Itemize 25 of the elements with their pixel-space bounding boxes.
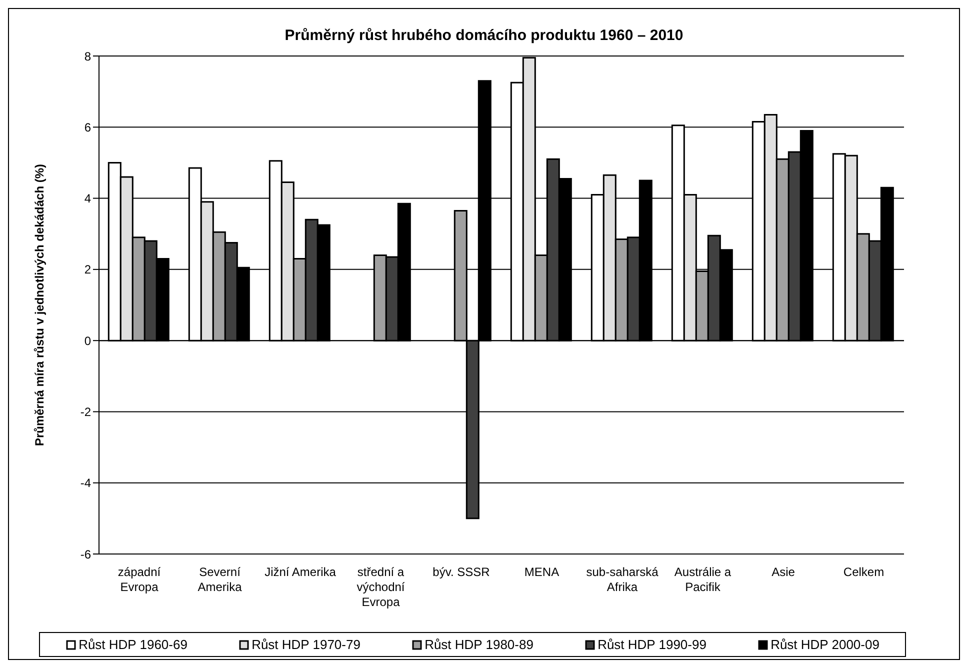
y-tick-label: 6: [84, 120, 92, 134]
y-axis-title: Průměrná míra růstu v jednotlivých dekádách (%): [32, 164, 46, 446]
legend-label: Růst HDP 1970-79: [252, 637, 360, 652]
x-tick-label: Austrálie a Pacifik: [674, 565, 732, 594]
x-tick-label: Asie: [772, 565, 796, 579]
y-tick-label: 8: [84, 49, 92, 64]
x-tick-label: Severní Amerika: [198, 565, 242, 594]
legend-label: Růst HDP 2000-09: [770, 637, 880, 652]
y-tick-label: -2: [80, 404, 92, 419]
x-tick-label: západní Evropa: [118, 565, 162, 594]
x-tick-label: střední a východní Evropa: [356, 565, 406, 609]
y-tick-label: -4: [80, 476, 92, 490]
x-tick-label: MENA: [524, 565, 560, 579]
chart-title: Průměrný růst hrubého domácího produktu 1960 – 2010: [284, 27, 684, 44]
legend-label: Růst HDP 1990-99: [598, 637, 706, 652]
y-tick-label: -6: [80, 547, 92, 562]
legend-label: Růst HDP 1960-69: [78, 637, 188, 652]
y-tick-label: 2: [84, 262, 92, 277]
x-tick-label: sub-saharská Afrika: [586, 565, 659, 594]
legend-label: Růst HDP 1980-89: [424, 637, 534, 652]
y-tick-label: 0: [84, 334, 92, 348]
y-tick-label: 4: [84, 192, 92, 206]
x-tick-label: býv. SSSR: [432, 565, 490, 579]
x-tick-label: Celkem: [843, 565, 884, 579]
x-tick-label: Jižní Amerika: [264, 565, 336, 579]
